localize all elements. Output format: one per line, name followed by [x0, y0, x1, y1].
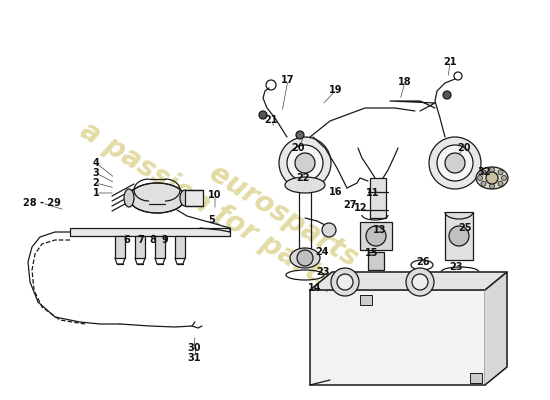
Text: 8: 8 — [150, 235, 156, 245]
Text: 5: 5 — [208, 215, 216, 225]
Text: 7: 7 — [138, 235, 144, 245]
Polygon shape — [310, 272, 507, 290]
Bar — [368, 252, 384, 270]
Circle shape — [337, 274, 353, 290]
Text: 26: 26 — [416, 257, 430, 267]
Text: 12: 12 — [354, 203, 368, 213]
Circle shape — [406, 268, 434, 296]
Text: 13: 13 — [373, 225, 387, 235]
Text: 6: 6 — [124, 235, 130, 245]
Circle shape — [445, 153, 465, 173]
Circle shape — [481, 170, 486, 175]
Bar — [70, 228, 230, 236]
Circle shape — [481, 181, 486, 186]
Text: 1: 1 — [92, 188, 100, 198]
Circle shape — [331, 268, 359, 296]
Ellipse shape — [290, 248, 320, 268]
Circle shape — [449, 226, 469, 246]
Circle shape — [498, 181, 503, 186]
Text: 21: 21 — [443, 57, 456, 67]
Bar — [370, 178, 386, 218]
Circle shape — [366, 226, 386, 246]
Bar — [185, 190, 203, 206]
Text: 24: 24 — [315, 247, 329, 257]
Bar — [155, 236, 165, 258]
Text: 23: 23 — [316, 267, 330, 277]
Circle shape — [443, 91, 451, 99]
Ellipse shape — [476, 167, 508, 189]
Text: 4: 4 — [92, 158, 100, 168]
Circle shape — [279, 137, 331, 189]
Circle shape — [477, 176, 482, 180]
Text: 28 - 29: 28 - 29 — [23, 198, 61, 208]
Circle shape — [295, 153, 315, 173]
Circle shape — [259, 111, 267, 119]
Ellipse shape — [285, 177, 325, 193]
Text: 2: 2 — [92, 178, 100, 188]
Circle shape — [412, 274, 428, 290]
Circle shape — [287, 145, 323, 181]
Bar — [310, 290, 485, 385]
Text: 32: 32 — [477, 167, 491, 177]
Circle shape — [490, 184, 494, 188]
Text: 30: 30 — [187, 343, 201, 353]
Circle shape — [429, 137, 481, 189]
Circle shape — [296, 131, 304, 139]
Text: 31: 31 — [187, 353, 201, 363]
Ellipse shape — [124, 189, 134, 207]
Ellipse shape — [129, 183, 185, 213]
Bar — [470, 373, 482, 383]
Circle shape — [486, 172, 498, 184]
Text: 15: 15 — [365, 248, 379, 258]
Circle shape — [322, 223, 336, 237]
Circle shape — [498, 170, 503, 175]
Text: 20: 20 — [457, 143, 471, 153]
Text: 16: 16 — [329, 187, 343, 197]
Text: 27: 27 — [343, 200, 357, 210]
Text: 3: 3 — [92, 168, 100, 178]
Text: 14: 14 — [308, 283, 322, 293]
Text: 11: 11 — [366, 188, 379, 198]
Text: 18: 18 — [398, 77, 412, 87]
Text: 19: 19 — [329, 85, 343, 95]
Bar — [175, 236, 185, 258]
Ellipse shape — [180, 190, 190, 206]
Text: 10: 10 — [208, 190, 222, 200]
Bar — [360, 222, 392, 250]
Text: 20: 20 — [292, 143, 305, 153]
Text: 21: 21 — [264, 115, 278, 125]
Bar — [445, 212, 473, 260]
Bar — [360, 295, 372, 305]
Circle shape — [490, 168, 494, 172]
Text: eurosparts
a passion for parts supplies: eurosparts a passion for parts supplies — [75, 89, 475, 371]
Text: 22: 22 — [296, 173, 310, 183]
Bar — [135, 236, 145, 258]
Text: 25: 25 — [458, 223, 472, 233]
Text: 9: 9 — [162, 235, 168, 245]
Bar — [115, 236, 125, 258]
Text: 23: 23 — [449, 262, 463, 272]
Circle shape — [297, 250, 313, 266]
Polygon shape — [485, 272, 507, 385]
Circle shape — [437, 145, 473, 181]
Circle shape — [502, 176, 507, 180]
Text: 17: 17 — [281, 75, 295, 85]
